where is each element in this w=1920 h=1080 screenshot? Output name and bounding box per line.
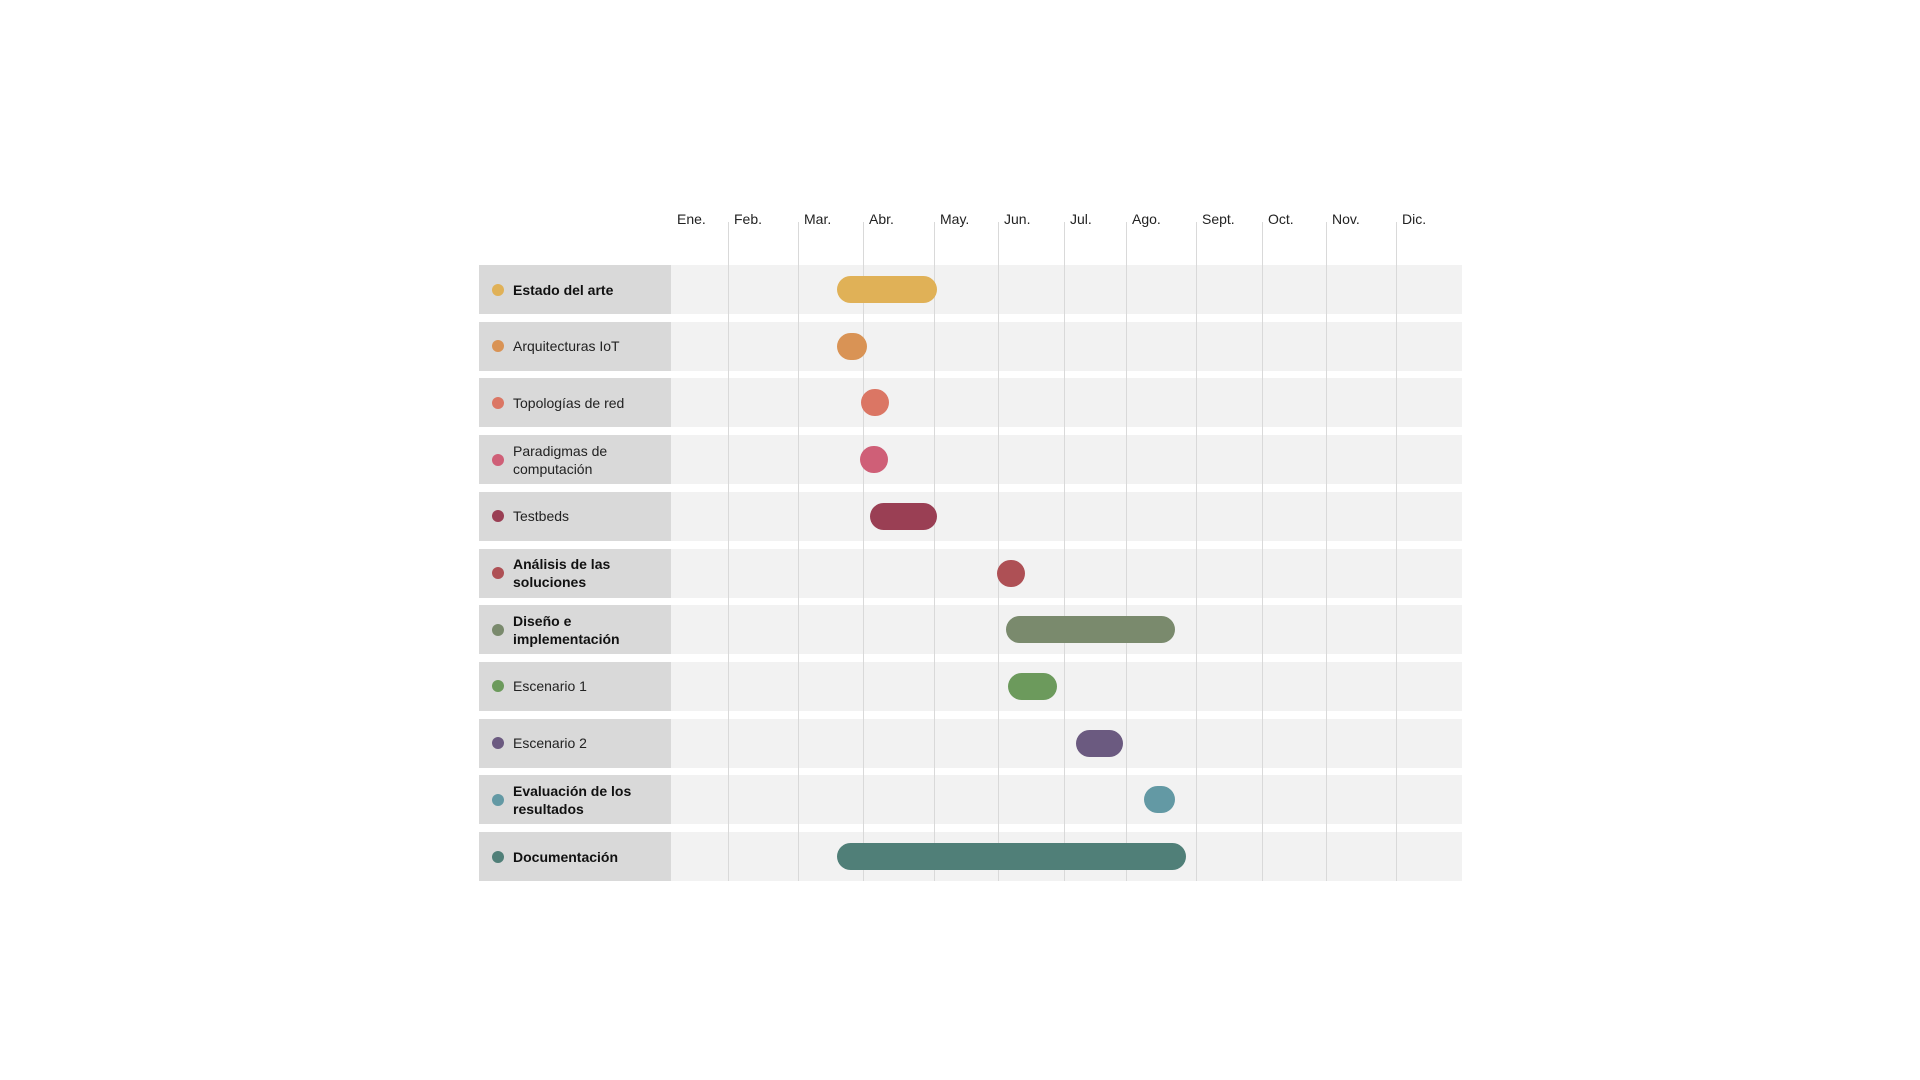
month-gridline — [863, 222, 864, 881]
task-label-cell: Evaluación de los resultados — [479, 775, 671, 825]
task-row-track — [671, 548, 1462, 598]
month-label: Abr. — [869, 211, 894, 227]
task-label: Arquitecturas IoT — [513, 338, 620, 355]
task-color-dot — [492, 340, 504, 353]
month-gridline — [1262, 222, 1263, 881]
month-gridline — [1126, 222, 1127, 881]
task-color-dot — [492, 453, 504, 466]
month-label: Dic. — [1402, 211, 1427, 227]
task-label-cell: Escenario 2 — [479, 718, 671, 768]
task-color-dot — [492, 396, 504, 409]
task-bar — [859, 446, 888, 474]
month-label: Nov. — [1332, 211, 1360, 227]
task-label: Documentación — [513, 848, 619, 865]
task-label: Topologías de red — [513, 394, 625, 411]
task-row-track — [671, 661, 1462, 711]
task-row-track — [671, 718, 1462, 768]
task-row-track — [671, 775, 1462, 825]
month-label: Feb. — [734, 211, 763, 227]
month-gridline — [934, 222, 935, 881]
month-gridline — [798, 222, 799, 881]
month-gridline — [728, 222, 729, 881]
task-color-dot — [492, 567, 504, 579]
task-label: Paradigmas de computación — [513, 442, 608, 477]
task-row-track — [671, 265, 1462, 314]
month-gridline — [1396, 222, 1397, 881]
month-label: Mar. — [804, 211, 832, 227]
task-bar — [870, 502, 938, 530]
task-label-cell: Análisis de las soluciones — [479, 548, 671, 598]
task-label-cell: Testbeds — [479, 491, 671, 541]
task-bar — [837, 332, 867, 360]
task-label: Análisis de las soluciones — [513, 556, 611, 590]
task-color-dot — [492, 283, 504, 296]
task-label-cell: Escenario 1 — [479, 661, 671, 711]
task-color-dot — [492, 793, 504, 806]
task-row-track — [671, 435, 1462, 485]
task-row-track — [671, 378, 1462, 428]
task-label: Escenario 1 — [513, 678, 587, 695]
month-gridline — [1064, 222, 1065, 881]
task-label-cell: Documentación — [479, 832, 671, 881]
month-gridline — [1196, 222, 1197, 881]
month-gridline — [998, 222, 999, 881]
task-bar — [1007, 672, 1058, 700]
task-label-cell: Topologías de red — [479, 378, 671, 428]
task-row-track — [671, 491, 1462, 541]
month-label: Ago. — [1132, 211, 1161, 227]
task-color-dot — [492, 680, 504, 693]
task-color-dot — [492, 850, 504, 863]
task-label: Diseño e implementación — [513, 612, 620, 647]
task-label-cell: Estado del arte — [479, 265, 671, 314]
task-label: Escenario 2 — [513, 735, 587, 752]
month-label: May. — [940, 211, 970, 227]
task-bar — [1005, 616, 1175, 644]
task-bar — [861, 389, 890, 417]
month-label: Oct. — [1268, 211, 1294, 227]
task-color-dot — [492, 510, 504, 523]
task-label: Testbeds — [513, 508, 570, 525]
task-bar — [997, 559, 1026, 587]
task-label: Estado del arte — [513, 281, 614, 298]
task-bar — [1143, 786, 1175, 814]
task-color-dot — [492, 737, 504, 750]
task-bar — [1076, 729, 1123, 757]
task-row-track — [671, 321, 1462, 371]
month-gridline — [1326, 222, 1327, 881]
month-label: Jul. — [1070, 211, 1092, 227]
task-label-cell: Arquitecturas IoT — [479, 321, 671, 371]
month-label: Jun. — [1004, 211, 1031, 227]
task-label-cell: Diseño e implementación — [479, 605, 671, 655]
task-label-cell: Paradigmas de computación — [479, 435, 671, 485]
month-label: Ene. — [677, 211, 706, 227]
task-color-dot — [492, 623, 504, 636]
task-bar — [837, 843, 1186, 870]
month-label: Sept. — [1202, 211, 1235, 227]
task-bar — [837, 276, 938, 303]
task-label: Evaluación de los resultados — [513, 782, 632, 817]
